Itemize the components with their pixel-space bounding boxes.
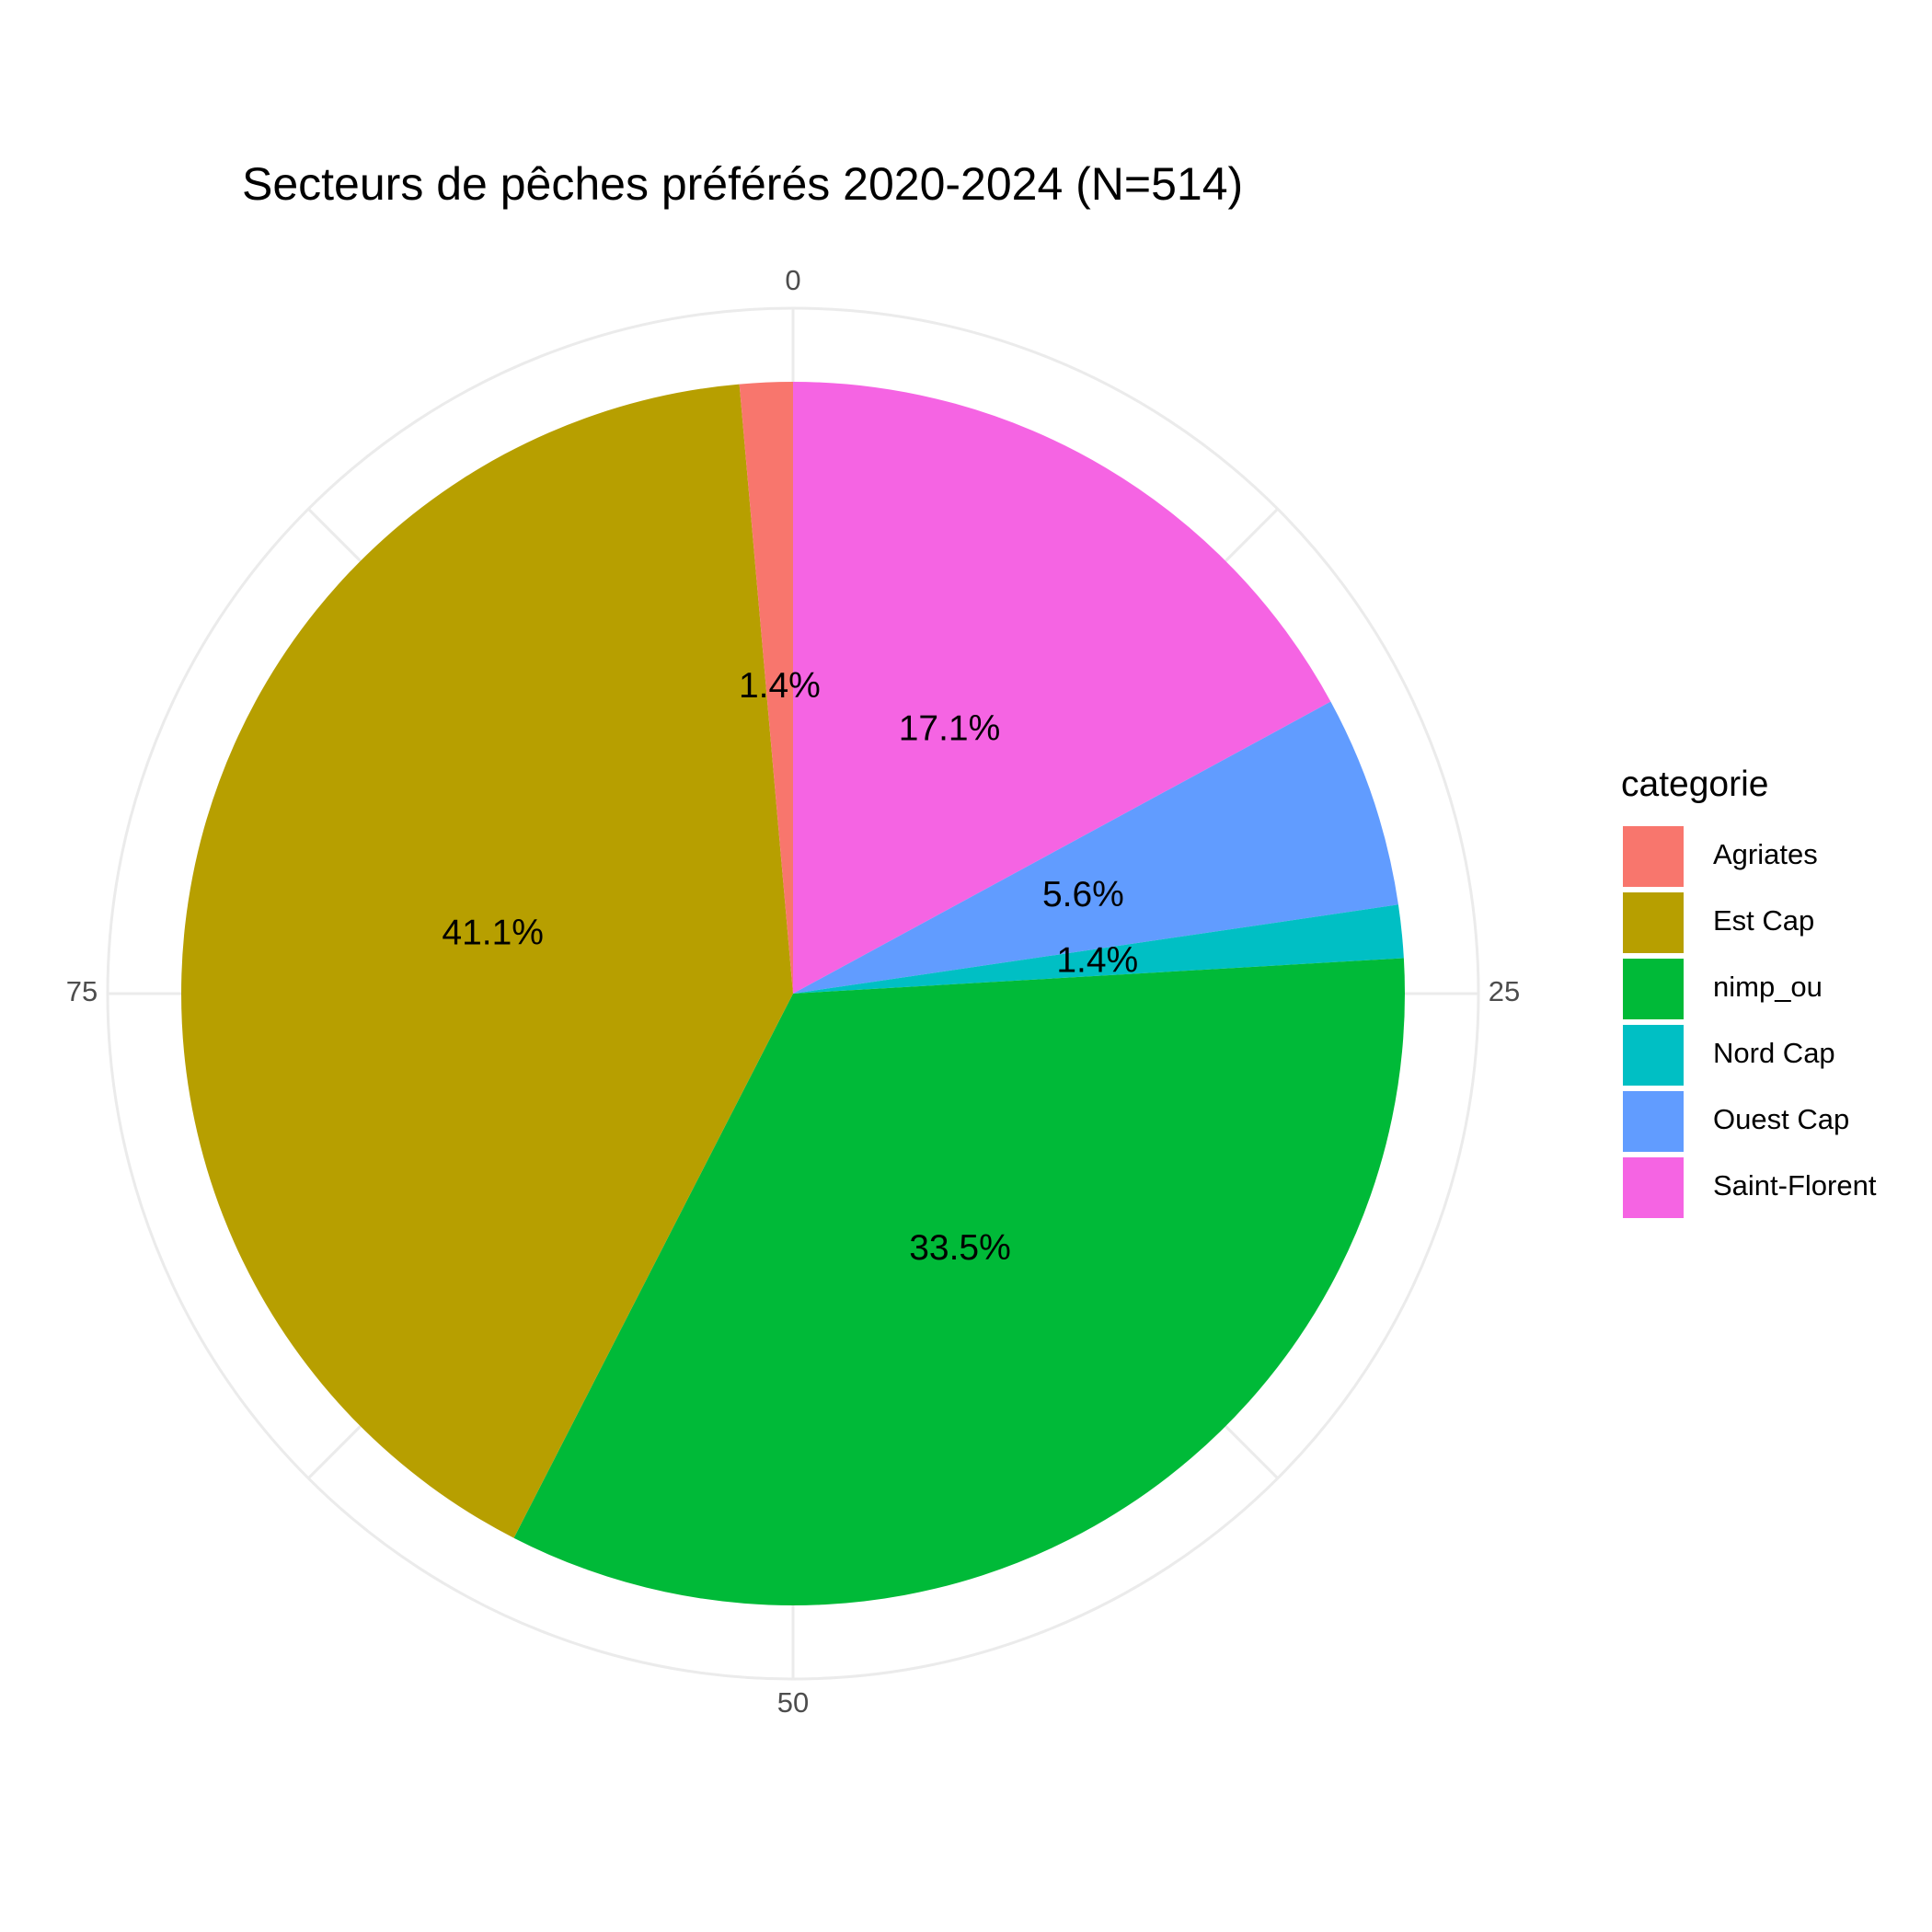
slice-label-agriates: 1.4% (739, 666, 821, 706)
legend-label: Nord Cap (1713, 1037, 1835, 1069)
chart-title: Secteurs de pêches préférés 2020-2024 (N… (242, 158, 1243, 210)
theta-tick-label: 50 (777, 1686, 809, 1719)
slice-labels: 17.1% 5.6% 1.4% 33.5% 41.1% 1.4% (442, 666, 1138, 1268)
pie-slice-nimp-ou (513, 958, 1406, 1605)
legend-swatch (1623, 959, 1684, 1019)
pie-slice-agriates (739, 382, 793, 994)
theta-ticks: 0 25 50 75 (66, 264, 1520, 1719)
theta-tick-label: 75 (66, 975, 98, 1007)
legend: categorie Agriates Est Cap nimp_ou Nord Cap O… (1621, 765, 1877, 1218)
legend-swatch (1623, 892, 1684, 953)
legend-label: nimp_ou (1713, 971, 1823, 1003)
legend-label: Saint-Florent (1713, 1169, 1877, 1202)
slice-label-nimp-ou: 33.5% (909, 1228, 1011, 1268)
pie-slices (181, 382, 1406, 1605)
legend-label: Agriates (1713, 838, 1818, 870)
pie-slice-nord-cap (793, 904, 1404, 994)
legend-title: categorie (1621, 765, 1768, 804)
pie-slice-saint-florent (793, 382, 1331, 994)
slice-label-est-cap: 41.1% (442, 913, 544, 952)
pie-slice-est-cap (181, 384, 793, 1538)
theta-tick-label: 25 (1489, 975, 1520, 1007)
legend-swatch (1623, 1157, 1684, 1218)
legend-swatch (1623, 1091, 1684, 1152)
legend-swatch (1623, 826, 1684, 887)
slice-label-saint-florent: 17.1% (899, 708, 1001, 748)
legend-label: Est Cap (1713, 904, 1814, 937)
slice-label-ouest-cap: 5.6% (1042, 875, 1124, 914)
theta-tick-label: 0 (785, 264, 800, 296)
pie-slice-ouest-cap (793, 701, 1398, 994)
legend-label: Ouest Cap (1713, 1103, 1849, 1135)
legend-swatch (1623, 1025, 1684, 1086)
slice-label-nord-cap: 1.4% (1056, 940, 1138, 980)
